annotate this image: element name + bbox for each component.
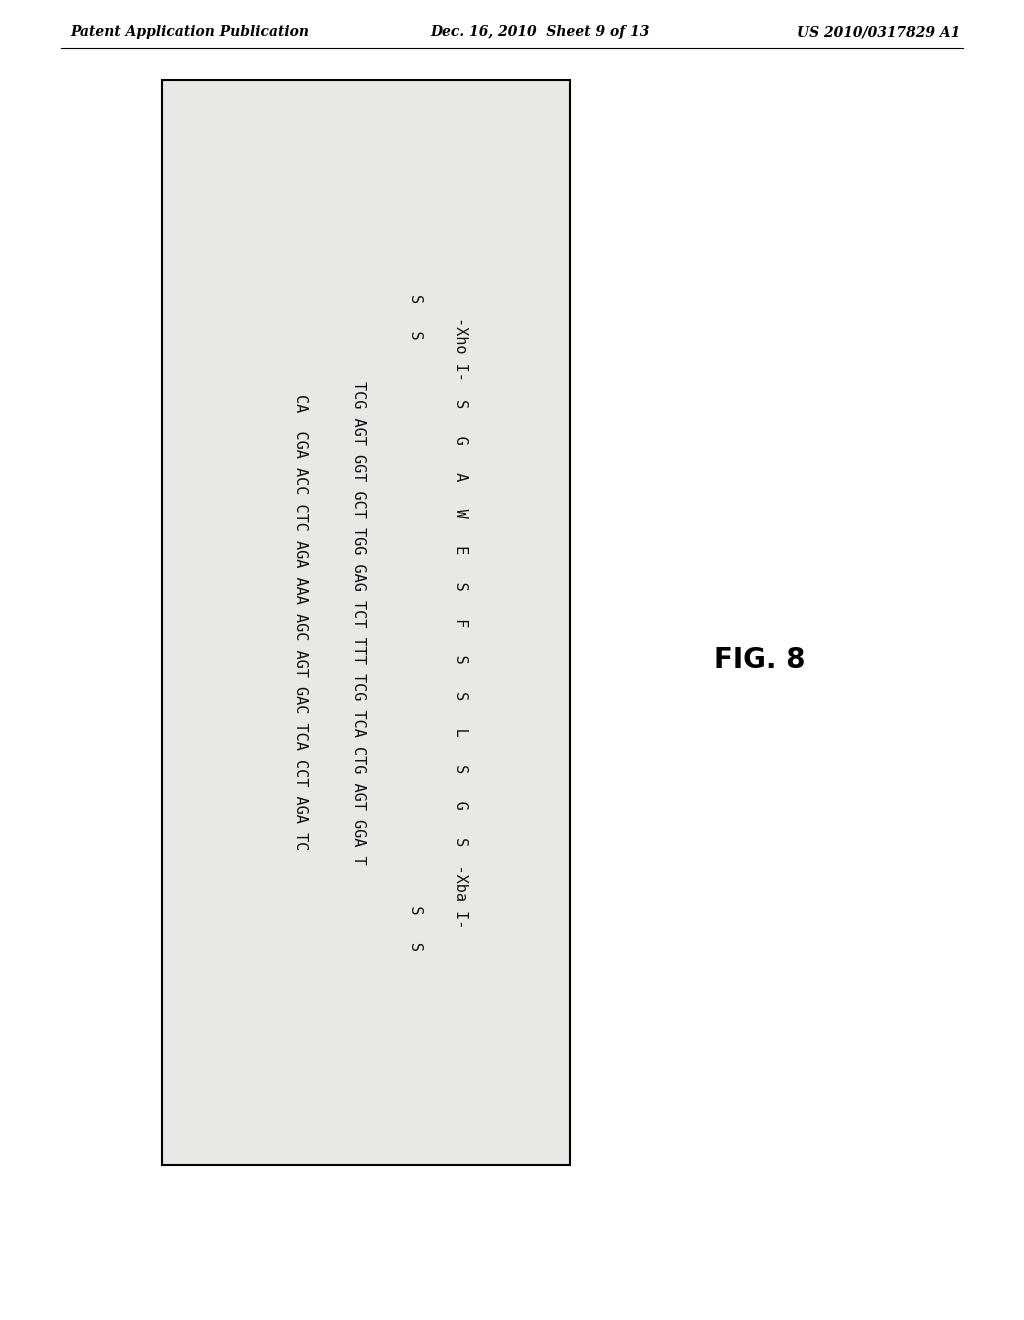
- Text: S   S                                                              S   S: S S S S: [408, 294, 423, 950]
- Text: CA  CGA ACC CTC AGA AAA AGC AGT GAC TCA CCT AGA TC: CA CGA ACC CTC AGA AAA AGC AGT GAC TCA C…: [293, 395, 307, 850]
- Text: US 2010/0317829 A1: US 2010/0317829 A1: [797, 25, 961, 40]
- Text: Dec. 16, 2010  Sheet 9 of 13: Dec. 16, 2010 Sheet 9 of 13: [430, 25, 649, 40]
- Text: FIG. 8: FIG. 8: [715, 645, 806, 675]
- Bar: [162, 81, 570, 1166]
- Text: TCG AGT GGT GCT TGG GAG TCT TTT TCG TCA CTG AGT GGA T: TCG AGT GGT GCT TGG GAG TCT TTT TCG TCA …: [350, 380, 366, 865]
- Text: Patent Application Publication: Patent Application Publication: [70, 25, 309, 40]
- Text: -Xho I-  S   G   A   W   E   S   F   S   S   L   S   G   S  -Xba I-: -Xho I- S G A W E S F S S L S G S -Xba I…: [453, 317, 468, 928]
